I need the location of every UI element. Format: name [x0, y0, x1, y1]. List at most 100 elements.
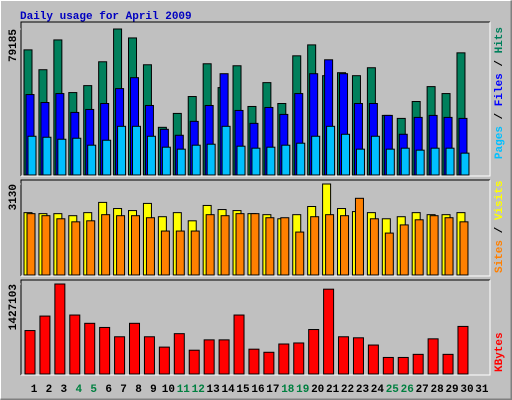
x-tick-label: 17 [266, 384, 279, 396]
y-tick-label: 79185 [8, 29, 20, 62]
bar [326, 125, 336, 176]
x-tick-label: 8 [135, 384, 142, 396]
bar [412, 353, 424, 375]
bar [296, 142, 306, 176]
x-tick-label: 1 [31, 384, 38, 396]
bar [251, 147, 261, 176]
x-tick-label: 23 [356, 384, 370, 396]
bar [293, 342, 305, 375]
bar [265, 217, 275, 276]
bar [250, 213, 260, 276]
bar [86, 220, 96, 276]
bar [278, 343, 290, 375]
bar [281, 144, 291, 176]
bar [173, 333, 185, 375]
x-tick-label: 10 [162, 384, 175, 396]
x-tick-label: 19 [296, 384, 309, 396]
x-tick-label: 9 [150, 384, 157, 396]
y-tick-label: 1427103 [8, 284, 20, 331]
x-tick-label: 18 [281, 384, 295, 396]
legend-entry: Hits [494, 27, 506, 53]
bar [310, 216, 320, 276]
bar [221, 125, 231, 176]
bar [295, 231, 305, 276]
bar [99, 326, 111, 375]
chart-title: Daily usage for April 2009 [20, 11, 192, 23]
bar [146, 135, 156, 176]
bar [263, 351, 275, 375]
x-tick-label: 6 [105, 384, 112, 396]
bar [131, 215, 141, 276]
bar [311, 135, 321, 176]
bar [367, 344, 379, 375]
legend-entry: Files [494, 73, 506, 106]
bar [26, 213, 36, 276]
bar [430, 147, 440, 176]
legend-entry: KBytes [494, 332, 506, 372]
bar [56, 218, 66, 276]
bar [188, 349, 200, 375]
bar [308, 329, 320, 375]
bar [354, 197, 364, 276]
x-tick-label: 20 [311, 384, 324, 396]
bar [415, 149, 425, 176]
bar [236, 145, 246, 176]
bar [355, 148, 365, 176]
bar [235, 213, 245, 276]
bar [280, 217, 290, 276]
x-tick-label: 7 [120, 384, 127, 396]
bar [220, 215, 230, 276]
bar [399, 224, 409, 276]
bar [116, 215, 126, 276]
legend: KBytes [494, 332, 506, 372]
bar [158, 346, 170, 375]
bar [129, 322, 141, 375]
x-tick-label: 15 [236, 384, 250, 396]
bar [132, 125, 142, 176]
bar [385, 148, 395, 176]
panel-bevel-light [21, 280, 491, 376]
bar [205, 214, 215, 276]
x-tick-label: 26 [401, 384, 414, 396]
bar [248, 348, 260, 375]
bar [206, 143, 216, 176]
bar [42, 136, 52, 176]
x-tick-label: 11 [177, 384, 191, 396]
legend: Sites / Visits [494, 181, 506, 273]
x-tick-label: 30 [460, 384, 473, 396]
x-tick-label: 14 [221, 384, 235, 396]
x-tick-label: 16 [251, 384, 264, 396]
bar [427, 338, 439, 375]
bar [340, 215, 350, 276]
bar [370, 135, 380, 176]
x-tick-label: 24 [371, 384, 385, 396]
bar [39, 315, 51, 375]
x-tick-label: 22 [341, 384, 354, 396]
bar [160, 230, 170, 276]
bar [442, 353, 454, 375]
x-tick-label: 2 [46, 384, 53, 396]
x-tick-label: 31 [475, 384, 489, 396]
bar [233, 314, 245, 375]
bar [369, 218, 379, 276]
bar [445, 147, 455, 176]
bar [41, 215, 51, 276]
bar [57, 138, 67, 176]
bar [175, 230, 185, 276]
x-tick-label: 21 [326, 384, 340, 396]
bar [72, 137, 82, 176]
x-tick-label: 29 [445, 384, 458, 396]
legend-entry: Sites [494, 240, 506, 273]
bar [191, 144, 201, 176]
x-tick-label: 3 [61, 384, 68, 396]
x-tick-label: 27 [416, 384, 429, 396]
bar [352, 337, 364, 375]
bar [143, 336, 155, 375]
bar [87, 144, 97, 176]
x-tick-label: 5 [90, 384, 97, 396]
bar [384, 232, 394, 276]
x-tick-label: 12 [192, 384, 205, 396]
panel-bevel-dark [20, 21, 490, 176]
bar [114, 336, 126, 375]
